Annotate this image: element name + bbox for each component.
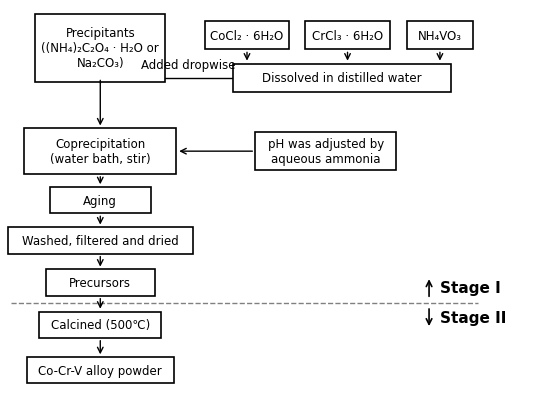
Text: Coprecipitation
(water bath, stir): Coprecipitation (water bath, stir) <box>50 138 151 166</box>
Text: Added dropwise: Added dropwise <box>141 59 236 72</box>
Text: pH was adjusted by
aqueous ammonia: pH was adjusted by aqueous ammonia <box>268 138 384 166</box>
FancyBboxPatch shape <box>27 357 174 384</box>
Text: CrCl₃ · 6H₂O: CrCl₃ · 6H₂O <box>312 30 383 43</box>
FancyBboxPatch shape <box>46 270 155 296</box>
FancyBboxPatch shape <box>50 188 151 214</box>
FancyBboxPatch shape <box>408 22 472 50</box>
Text: CoCl₂ · 6H₂O: CoCl₂ · 6H₂O <box>211 30 284 43</box>
Text: Co-Cr-V alloy powder: Co-Cr-V alloy powder <box>39 364 162 377</box>
Text: Aging: Aging <box>84 194 117 207</box>
Text: Washed, filtered and dried: Washed, filtered and dried <box>22 234 179 247</box>
FancyBboxPatch shape <box>205 22 289 50</box>
FancyBboxPatch shape <box>39 312 161 338</box>
FancyBboxPatch shape <box>35 15 166 83</box>
FancyBboxPatch shape <box>8 228 192 254</box>
FancyBboxPatch shape <box>255 132 397 171</box>
Text: Dissolved in distilled water: Dissolved in distilled water <box>262 72 422 85</box>
Text: Precursors: Precursors <box>69 277 131 290</box>
Text: Calcined (500℃): Calcined (500℃) <box>51 318 150 331</box>
Text: Precipitants
((NH₄)₂C₂O₄ · H₂O or
Na₂CO₃): Precipitants ((NH₄)₂C₂O₄ · H₂O or Na₂CO₃… <box>41 27 159 70</box>
FancyBboxPatch shape <box>233 64 451 92</box>
Text: Stage I: Stage I <box>440 281 500 296</box>
Text: Stage II: Stage II <box>440 310 507 325</box>
FancyBboxPatch shape <box>305 22 389 50</box>
FancyBboxPatch shape <box>24 129 177 175</box>
Text: NH₄VO₃: NH₄VO₃ <box>418 30 462 43</box>
